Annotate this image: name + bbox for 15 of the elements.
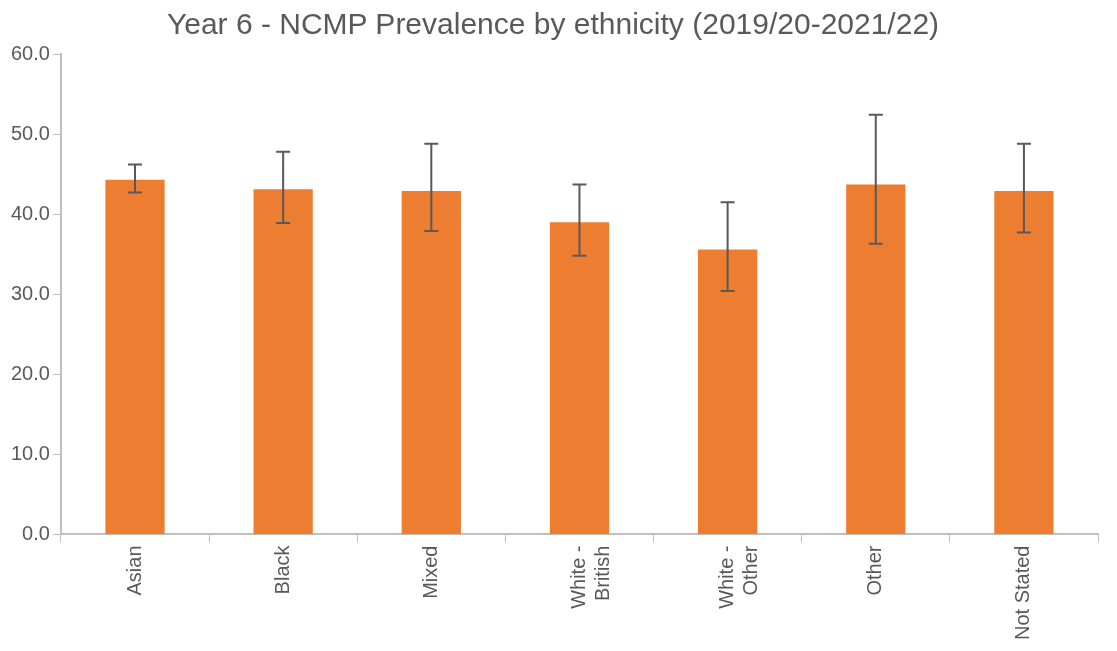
y-tick-label: 40.0 [10, 201, 50, 224]
x-tick-label: White - Other [715, 545, 762, 609]
y-tick-label: 60.0 [10, 41, 50, 64]
x-tick-label: Other [863, 545, 886, 596]
y-tick-label: 20.0 [10, 361, 50, 384]
x-tick-label: Not Stated [1011, 545, 1034, 641]
y-tick-label: 0.0 [22, 522, 50, 545]
y-tick-label: 10.0 [10, 441, 50, 464]
x-tick-label: Asian [122, 545, 145, 596]
x-tick-label: Mixed [418, 545, 441, 599]
y-tick-label: 30.0 [10, 281, 50, 304]
x-tick-label: Black [270, 544, 293, 595]
x-tick-label: White - British [566, 545, 613, 609]
y-tick-label: 50.0 [10, 121, 50, 144]
chart-title: Year 6 - NCMP Prevalence by ethnicity (2019/20-2021/22) [166, 7, 940, 41]
